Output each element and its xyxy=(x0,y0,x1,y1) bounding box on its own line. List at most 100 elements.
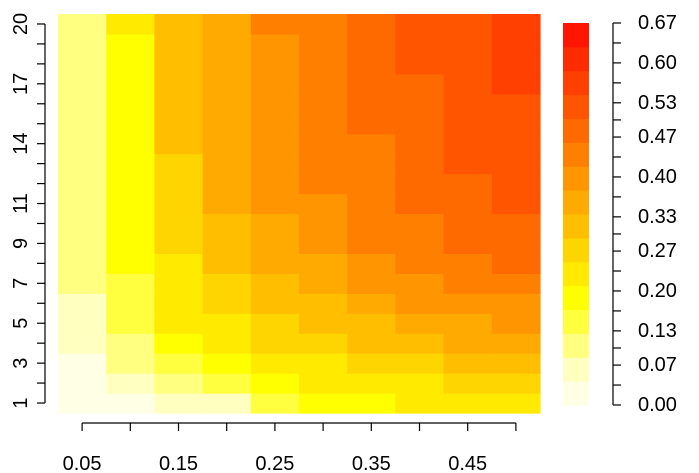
heatmap-cell xyxy=(491,333,541,354)
heatmap-cell xyxy=(58,333,107,354)
heatmap-cell xyxy=(58,373,107,394)
heatmap-cell xyxy=(299,273,348,294)
heatmap-cell xyxy=(106,113,155,135)
heatmap-cell xyxy=(106,373,155,394)
heatmap-cell xyxy=(202,73,252,95)
heatmap-cell xyxy=(250,373,300,394)
heatmap-cell xyxy=(347,153,396,175)
heatmap-cell xyxy=(106,253,155,274)
heatmap-cell xyxy=(443,233,493,254)
heatmap-cell xyxy=(202,53,252,75)
heatmap-cell xyxy=(491,93,541,115)
heatmap-cell xyxy=(443,33,493,55)
heatmap-cell xyxy=(106,313,155,334)
heatmap-cell xyxy=(58,113,107,135)
heatmap-cell xyxy=(106,393,155,414)
heatmap-cell xyxy=(202,193,252,215)
heatmap-cell xyxy=(58,393,107,414)
heatmap-cell xyxy=(202,113,252,135)
heatmap-cell xyxy=(347,113,396,135)
y-tick-label: 11 xyxy=(10,193,32,214)
heatmap-cell xyxy=(299,393,348,414)
y-tick-label: 5 xyxy=(10,318,32,329)
heatmap-cell xyxy=(299,93,348,115)
heatmap-cell xyxy=(347,133,396,155)
heatmap-cell xyxy=(202,233,252,254)
y-tick-label: 7 xyxy=(10,278,32,289)
heatmap-cell xyxy=(250,93,300,115)
x-tick-label: 0.15 xyxy=(159,453,198,473)
heatmap-cell xyxy=(395,393,445,414)
heatmap-cell xyxy=(347,93,396,115)
heatmap-cell xyxy=(347,293,396,314)
heatmap-cell xyxy=(154,233,204,254)
heatmap-cell xyxy=(347,14,396,35)
heatmap-cell xyxy=(491,73,541,95)
heatmap-cell xyxy=(154,33,204,55)
heatmap-cell xyxy=(106,333,155,354)
heatmap-cell xyxy=(58,193,107,215)
heatmap-cell xyxy=(58,293,107,314)
heatmap-cell xyxy=(154,293,204,314)
colorbar-swatch xyxy=(563,261,589,287)
heatmap-cell xyxy=(491,193,541,215)
colorbar-tick-label: 0.20 xyxy=(638,280,677,302)
heatmap-cell xyxy=(299,313,348,334)
colorbar-tick-label: 0.40 xyxy=(638,166,677,188)
heatmap-cell xyxy=(250,73,300,95)
heatmap-cell xyxy=(202,133,252,155)
heatmap-cell xyxy=(491,253,541,274)
heatmap-cell xyxy=(250,53,300,75)
heatmap-cell xyxy=(106,153,155,175)
heatmap-cell xyxy=(299,293,348,314)
heatmap-cell xyxy=(443,53,493,75)
heatmap-cell xyxy=(106,193,155,215)
heatmap-cell xyxy=(443,293,493,314)
heatmap-cell xyxy=(347,313,396,334)
colorbar-swatch xyxy=(563,142,589,167)
colorbar-swatch xyxy=(563,166,589,191)
heatmap-cell xyxy=(491,233,541,254)
heatmap-cell xyxy=(58,253,107,274)
heatmap-cell xyxy=(106,213,155,235)
heatmap-cell xyxy=(491,173,541,195)
heatmap-cell xyxy=(491,33,541,55)
heatmap-cell xyxy=(347,193,396,215)
heatmap-cell xyxy=(250,153,300,175)
heatmap-cell xyxy=(202,14,252,35)
heatmap-cell xyxy=(202,373,252,394)
heatmap-cell xyxy=(202,333,252,354)
heatmap-cell xyxy=(491,293,541,314)
y-tick-label: 17 xyxy=(10,73,32,95)
y-tick-label: 1 xyxy=(10,397,32,408)
heatmap-cell xyxy=(154,133,204,155)
heatmap-cell xyxy=(58,33,107,55)
heatmap-cell xyxy=(299,213,348,235)
heatmap-cell xyxy=(58,353,107,374)
heatmap-cell xyxy=(154,213,204,235)
heatmap-cell xyxy=(395,313,445,334)
heatmap-cell xyxy=(395,253,445,274)
heatmap-cell xyxy=(395,273,445,294)
heatmap-cell xyxy=(443,14,493,35)
y-tick-label: 14 xyxy=(10,133,32,155)
heatmap-cell xyxy=(58,213,107,235)
colorbar-tick-label: 0.07 xyxy=(638,354,677,376)
heatmap-cell xyxy=(395,113,445,135)
heatmap-cell xyxy=(202,273,252,294)
y-axis: 1 3 5 7 9 11 14 17 20 xyxy=(10,13,46,409)
heatmap-cell xyxy=(106,233,155,254)
heatmap-cell xyxy=(491,213,541,235)
heatmap-cell xyxy=(443,213,493,235)
heatmap-cell xyxy=(202,393,252,414)
colorbar-swatch xyxy=(563,214,589,239)
heatmap-cell xyxy=(491,273,541,294)
colorbar-swatch xyxy=(563,46,589,72)
heatmap-cell xyxy=(491,133,541,155)
heatmap-cell xyxy=(299,14,348,35)
heatmap-cell xyxy=(202,213,252,235)
heatmap-cell xyxy=(250,213,300,235)
heatmap-cell xyxy=(443,253,493,274)
colorbar-tick-label: 0.60 xyxy=(638,52,677,74)
heatmap-cell xyxy=(443,393,493,414)
